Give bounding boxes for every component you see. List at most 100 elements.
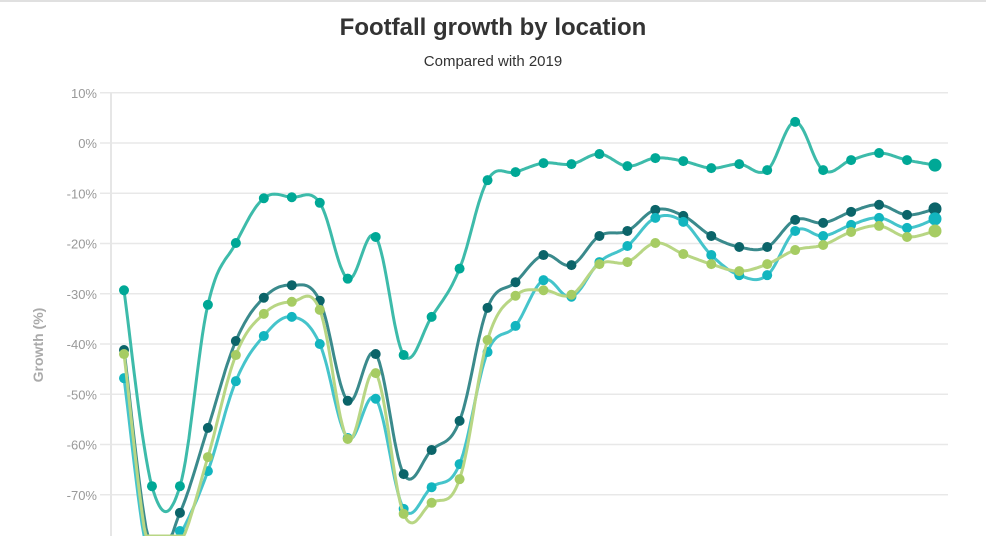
data-point[interactable] — [258, 308, 269, 319]
data-point[interactable] — [818, 230, 829, 241]
data-point[interactable] — [398, 469, 409, 480]
data-point[interactable] — [314, 339, 325, 349]
data-point[interactable] — [426, 311, 437, 322]
data-point[interactable] — [510, 320, 521, 331]
data-point[interactable] — [622, 161, 633, 172]
data-point[interactable] — [398, 350, 409, 361]
data-point[interactable] — [538, 158, 549, 169]
data-point[interactable] — [230, 376, 241, 387]
data-point[interactable] — [762, 165, 773, 176]
data-point[interactable] — [202, 452, 213, 463]
data-point[interactable] — [286, 311, 297, 322]
data-point[interactable] — [454, 263, 465, 274]
data-point[interactable] — [286, 296, 297, 307]
data-point[interactable] — [370, 393, 381, 404]
data-point[interactable] — [510, 290, 521, 301]
data-point[interactable] — [370, 349, 381, 360]
data-point[interactable] — [454, 415, 465, 426]
data-point[interactable] — [538, 285, 549, 296]
data-point[interactable] — [426, 497, 437, 508]
data-point[interactable] — [566, 159, 577, 170]
data-point[interactable] — [286, 192, 297, 203]
data-point[interactable] — [846, 219, 857, 230]
data-point[interactable] — [678, 156, 689, 167]
data-point[interactable] — [370, 368, 381, 379]
data-point[interactable] — [482, 302, 493, 313]
data-point[interactable] — [902, 209, 913, 220]
data-point[interactable] — [622, 225, 633, 236]
data-point[interactable] — [566, 260, 577, 271]
data-point[interactable] — [594, 259, 605, 270]
data-point[interactable] — [258, 330, 269, 341]
data-point[interactable] — [650, 212, 661, 223]
data-point[interactable] — [928, 224, 942, 238]
data-point[interactable] — [314, 197, 325, 208]
data-point[interactable] — [928, 212, 942, 226]
data-point[interactable] — [706, 250, 717, 261]
data-point[interactable] — [454, 474, 465, 485]
data-point[interactable] — [650, 204, 661, 215]
data-point[interactable] — [510, 167, 521, 178]
data-point[interactable] — [818, 217, 829, 228]
data-point[interactable] — [202, 422, 213, 433]
data-point[interactable] — [426, 482, 437, 493]
data-point[interactable] — [370, 231, 381, 242]
data-point[interactable] — [874, 148, 885, 159]
data-point[interactable] — [818, 240, 829, 251]
data-point[interactable] — [706, 259, 717, 270]
data-point[interactable] — [762, 259, 773, 270]
data-point[interactable] — [314, 304, 325, 315]
data-point[interactable] — [594, 230, 605, 241]
data-point[interactable] — [426, 445, 437, 456]
data-point[interactable] — [342, 273, 353, 284]
data-point[interactable] — [706, 163, 717, 174]
data-point[interactable] — [846, 155, 857, 166]
data-point[interactable] — [230, 237, 241, 248]
data-point[interactable] — [734, 242, 745, 253]
data-point[interactable] — [650, 153, 661, 164]
data-point[interactable] — [734, 159, 745, 170]
data-point[interactable] — [846, 206, 857, 217]
data-point[interactable] — [790, 245, 801, 256]
data-point[interactable] — [482, 334, 493, 345]
data-point[interactable] — [146, 481, 157, 492]
data-point[interactable] — [678, 249, 689, 260]
data-point[interactable] — [874, 199, 885, 210]
data-point[interactable] — [846, 226, 857, 237]
data-point[interactable] — [482, 175, 493, 186]
data-point[interactable] — [902, 155, 913, 166]
data-point[interactable] — [874, 212, 885, 223]
data-point[interactable] — [762, 270, 773, 281]
data-point[interactable] — [538, 275, 549, 286]
data-point[interactable] — [902, 222, 913, 233]
data-point[interactable] — [874, 220, 885, 231]
data-point[interactable] — [342, 395, 353, 406]
data-point[interactable] — [202, 299, 213, 310]
data-point[interactable] — [230, 335, 241, 346]
data-point[interactable] — [818, 165, 829, 176]
data-point[interactable] — [258, 193, 269, 204]
data-point[interactable] — [762, 242, 773, 253]
data-point[interactable] — [622, 257, 633, 268]
data-point[interactable] — [230, 350, 241, 361]
data-point[interactable] — [174, 507, 185, 518]
data-point[interactable] — [650, 237, 661, 248]
data-point[interactable] — [622, 241, 633, 252]
data-point[interactable] — [734, 266, 745, 277]
data-point[interactable] — [902, 231, 913, 242]
data-point[interactable] — [342, 433, 353, 444]
data-point[interactable] — [566, 289, 577, 300]
data-point[interactable] — [928, 158, 942, 172]
data-point[interactable] — [258, 292, 269, 303]
data-point[interactable] — [510, 277, 521, 288]
data-point[interactable] — [286, 280, 297, 291]
data-point[interactable] — [119, 349, 129, 360]
data-point[interactable] — [678, 216, 689, 227]
data-point[interactable] — [174, 481, 185, 492]
data-point[interactable] — [398, 508, 409, 519]
data-point[interactable] — [119, 285, 129, 296]
data-point[interactable] — [790, 116, 801, 127]
data-point[interactable] — [594, 149, 605, 160]
data-point[interactable] — [538, 250, 549, 261]
data-point[interactable] — [174, 526, 185, 536]
